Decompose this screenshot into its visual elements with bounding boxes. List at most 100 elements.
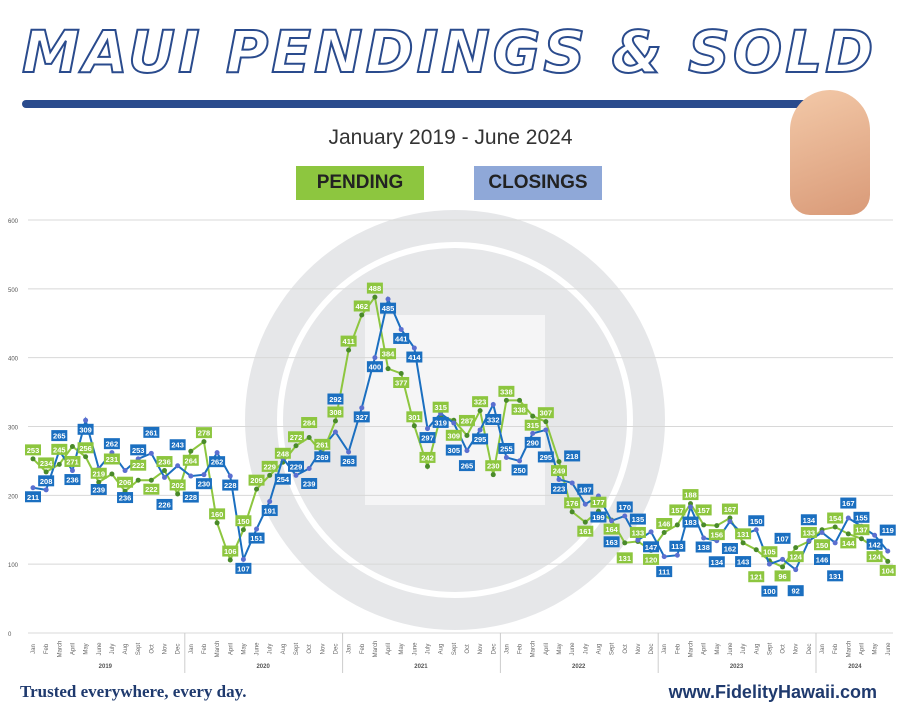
x-tick-label: Jan — [504, 644, 510, 654]
data-label: 164 — [605, 525, 618, 534]
data-point — [858, 536, 864, 542]
data-label: 308 — [329, 408, 342, 417]
data-label-bg — [301, 477, 318, 489]
data-point — [372, 355, 378, 361]
x-tick-label: March — [846, 641, 852, 658]
data-label: 199 — [592, 513, 605, 522]
data-label-bg — [656, 518, 673, 530]
data-label-bg — [551, 465, 567, 477]
data-label-bg — [537, 407, 554, 419]
data-label: 315 — [434, 403, 447, 412]
data-point — [385, 366, 391, 372]
data-label-bg — [235, 562, 252, 574]
x-tick-label: Aug — [439, 644, 445, 655]
data-label-bg — [695, 541, 712, 553]
data-label: 219 — [92, 469, 105, 478]
data-point — [201, 472, 207, 478]
data-label-bg — [156, 498, 173, 510]
year-label: 2022 — [572, 664, 586, 670]
data-label: 278 — [198, 429, 211, 438]
data-label-bg — [301, 417, 318, 429]
data-label-bg — [182, 491, 199, 503]
x-tick-label: Sept — [452, 642, 458, 655]
data-point — [162, 468, 167, 474]
x-tick-label: Aug — [596, 644, 602, 655]
x-tick-label: May — [873, 643, 879, 654]
data-point — [188, 448, 194, 454]
data-point — [569, 509, 575, 515]
data-label: 150 — [816, 541, 829, 550]
data-label: 120 — [645, 555, 658, 564]
data-point — [661, 554, 667, 560]
x-tick-label: Feb — [675, 643, 681, 654]
data-point — [477, 408, 483, 414]
data-label: 188 — [684, 491, 697, 500]
data-label-bg — [406, 411, 423, 423]
data-label-bg — [235, 515, 252, 527]
data-label-bg — [814, 554, 830, 566]
data-label: 150 — [237, 517, 250, 526]
data-point — [43, 469, 49, 475]
data-point — [688, 501, 693, 507]
data-label: 236 — [66, 476, 79, 485]
data-label-bg — [261, 505, 278, 517]
data-label: 245 — [53, 445, 66, 454]
data-point — [701, 522, 707, 528]
data-label: 157 — [671, 506, 684, 515]
data-label: 305 — [448, 446, 461, 455]
data-point — [490, 472, 496, 478]
x-tick-label: Jan — [31, 644, 37, 654]
data-label-bg — [840, 497, 857, 509]
data-label: 206 — [119, 478, 132, 487]
data-label-bg — [721, 542, 738, 554]
data-point — [885, 558, 891, 564]
x-tick-label: July — [110, 644, 116, 655]
data-point — [674, 552, 680, 558]
data-point — [622, 540, 628, 546]
data-label-bg — [853, 524, 870, 536]
data-point — [674, 522, 680, 528]
x-tick-label: Nov — [320, 644, 326, 655]
data-point — [148, 450, 154, 456]
x-tick-label: Nov — [636, 644, 642, 655]
data-label: 290 — [526, 438, 539, 447]
data-label: 134 — [803, 516, 816, 525]
data-label-bg — [380, 302, 397, 314]
data-label-bg — [603, 523, 620, 535]
data-label-bg — [64, 455, 81, 467]
data-label: 332 — [487, 415, 500, 424]
data-label-bg — [432, 416, 449, 428]
data-label: 230 — [487, 462, 500, 471]
x-tick-label: April — [544, 643, 550, 655]
data-label-bg — [38, 475, 55, 487]
data-label-bg — [406, 351, 423, 363]
footer-url[interactable]: www.FidelityHawaii.com — [668, 682, 877, 702]
data-point — [254, 486, 260, 492]
data-point — [188, 473, 194, 479]
data-label: 142 — [868, 540, 881, 549]
data-label-bg — [866, 538, 883, 550]
data-label-bg — [90, 467, 107, 479]
data-point — [240, 527, 246, 533]
year-label: 2021 — [414, 664, 428, 670]
data-label: 255 — [500, 444, 513, 453]
data-label: 209 — [250, 476, 263, 485]
data-label-bg — [511, 403, 528, 415]
data-point — [780, 556, 786, 562]
data-label: 236 — [158, 458, 171, 467]
x-tick-label: June — [886, 642, 892, 656]
data-point — [359, 405, 365, 411]
data-label: 309 — [79, 425, 92, 434]
data-point — [385, 296, 391, 302]
data-label-bg — [721, 503, 738, 515]
data-label: 176 — [566, 499, 579, 508]
data-label: 226 — [158, 500, 171, 509]
data-label: 284 — [303, 419, 316, 428]
data-point — [543, 419, 549, 425]
data-point — [254, 526, 260, 532]
data-point — [30, 485, 36, 491]
data-label: 151 — [250, 534, 263, 543]
data-label: 338 — [513, 405, 526, 414]
data-label: 411 — [343, 337, 355, 346]
data-label: 295 — [474, 435, 487, 444]
